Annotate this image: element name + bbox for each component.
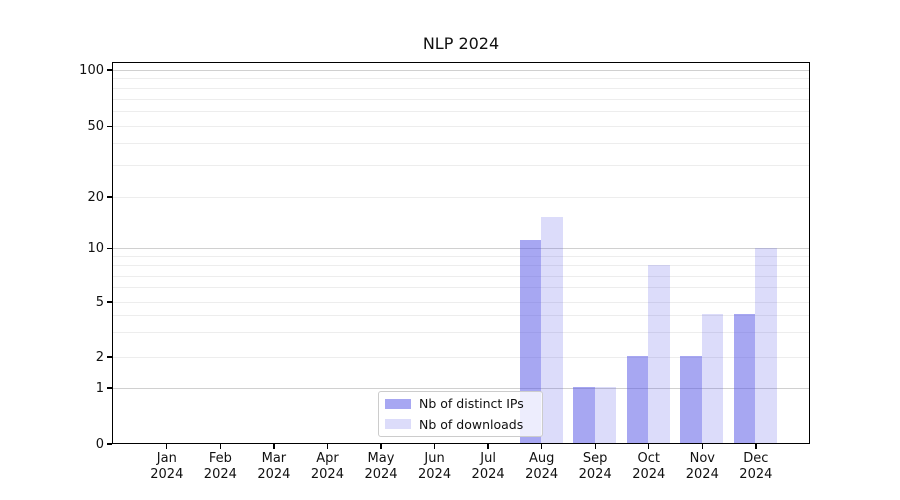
xtick-mark-may [380, 444, 382, 449]
xtick-label-sep: Sep 2024 [578, 451, 612, 482]
xtick-label-jun: Jun 2024 [418, 451, 452, 482]
xtick-mark-sep [594, 444, 596, 449]
gridline-y-90 [113, 78, 809, 80]
xtick-mark-jan [166, 444, 168, 449]
ytick-mark-1 [107, 387, 112, 389]
bar-nov-downloads [701, 314, 724, 443]
xtick-mark-mar [273, 444, 275, 449]
bar-oct-distinct-ips [626, 356, 649, 443]
xtick-mark-dec [755, 444, 757, 449]
xtick-mark-aug [540, 444, 543, 449]
gridline-y-40 [113, 143, 809, 145]
bar-aug-downloads [541, 217, 563, 443]
legend-item-distinct-ips: Nb of distinct IPs [385, 395, 536, 413]
xtick-label-jan: Jan 2024 [150, 451, 184, 482]
xtick-label-may: May 2024 [364, 451, 398, 482]
gridline-y-7 [113, 275, 809, 277]
gridline-y-5 [113, 301, 809, 303]
legend-label-distinct-ips: Nb of distinct IPs [419, 396, 524, 412]
chart-title: NLP 2024 [422, 34, 500, 53]
xtick-label-oct: Oct 2024 [632, 451, 666, 482]
xtick-label-mar: Mar 2024 [257, 451, 291, 482]
ytick-mark-100 [107, 69, 112, 71]
xtick-label-nov: Nov 2024 [685, 451, 719, 482]
xtick-mark-nov [701, 444, 703, 449]
gridline-y-1 [113, 387, 809, 389]
gridline-y-70 [113, 98, 809, 100]
xtick-label-aug: Aug 2024 [525, 451, 559, 482]
xtick-label-apr: Apr 2024 [310, 451, 344, 482]
ytick-mark-10 [107, 247, 112, 250]
xtick-mark-feb [219, 444, 222, 449]
gridline-y-60 [113, 111, 809, 113]
legend-item-downloads: Nb of downloads [385, 416, 536, 434]
ytick-label-5: 5 [95, 294, 104, 310]
bar-dec-distinct-ips [733, 314, 756, 443]
legend-label-downloads: Nb of downloads [419, 416, 524, 432]
bar-dec-downloads [755, 247, 777, 443]
xtick-mark-apr [326, 444, 329, 449]
ytick-label-100: 100 [79, 62, 104, 78]
legend-swatch-distinct-ips [385, 398, 411, 409]
gridline-y-20 [113, 196, 809, 198]
legend-swatch-downloads [385, 419, 411, 430]
legend: Nb of distinct IPs Nb of downloads [378, 391, 543, 437]
bar-nov-distinct-ips [680, 356, 702, 443]
gridline-y-50 [113, 126, 809, 127]
ytick-mark-5 [107, 301, 112, 303]
ytick-mark-50 [107, 125, 112, 128]
xtick-label-dec: Dec 2024 [739, 451, 773, 482]
ytick-mark-0 [107, 443, 112, 445]
ytick-label-0: 0 [95, 436, 104, 452]
ytick-label-50: 50 [87, 119, 104, 134]
ytick-mark-2 [107, 356, 112, 358]
gridline-y-10 [113, 248, 809, 249]
plot-area [112, 62, 810, 444]
gridline-y-100 [113, 69, 809, 71]
ytick-label-10: 10 [87, 241, 104, 256]
gridline-y-80 [113, 87, 809, 89]
ytick-label-20: 20 [87, 189, 104, 205]
ytick-label-2: 2 [95, 349, 104, 365]
ytick-mark-20 [107, 196, 112, 198]
gridline-y-3 [113, 332, 809, 334]
ytick-label-1: 1 [95, 380, 104, 396]
gridline-y-2 [113, 356, 809, 358]
gridline-y-4 [113, 314, 809, 316]
xtick-mark-oct [648, 444, 650, 449]
bar-sep-downloads [594, 387, 617, 443]
bar-oct-downloads [648, 264, 670, 443]
gridline-y-30 [113, 165, 809, 167]
bar-sep-distinct-ips [573, 387, 595, 443]
gridline-y-6 [113, 287, 809, 289]
xtick-label-jul: Jul 2024 [471, 451, 505, 482]
gridline-y-9 [113, 256, 809, 258]
xtick-label-feb: Feb 2024 [203, 451, 237, 482]
gridline-y-8 [113, 265, 809, 267]
xtick-mark-jul [487, 444, 489, 449]
xtick-mark-jun [433, 444, 436, 449]
